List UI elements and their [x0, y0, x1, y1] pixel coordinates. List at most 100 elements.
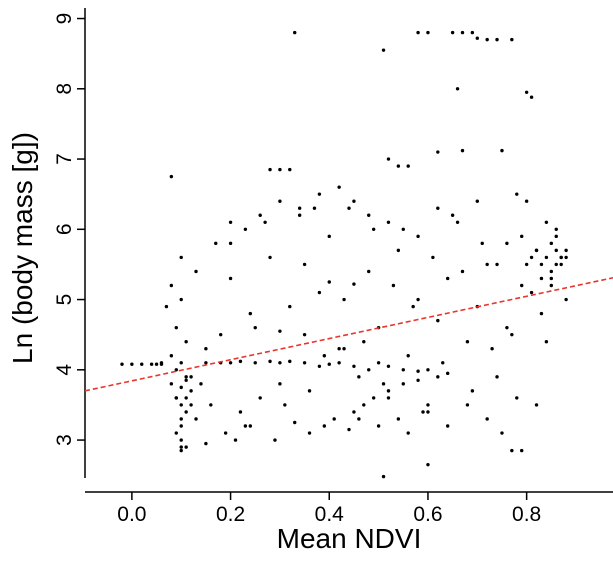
point [268, 359, 272, 364]
point [273, 438, 277, 442]
x-tick-label: 0.8 [512, 503, 541, 526]
point [406, 431, 410, 435]
point [189, 375, 193, 379]
point [159, 362, 164, 366]
point [500, 431, 504, 435]
point [317, 192, 322, 196]
point [401, 227, 405, 232]
point [495, 375, 499, 379]
y-tick-label: 5 [53, 294, 76, 306]
point [445, 371, 450, 376]
point [184, 375, 188, 379]
point [179, 424, 183, 428]
point [436, 150, 440, 154]
point [362, 340, 366, 344]
point [238, 359, 243, 364]
point [307, 389, 312, 393]
point [465, 340, 470, 344]
point [253, 361, 257, 365]
point [406, 354, 410, 358]
point [534, 403, 539, 407]
point [179, 255, 183, 260]
point [505, 241, 509, 246]
point [347, 427, 351, 432]
point [371, 396, 376, 400]
point [179, 297, 183, 302]
point [322, 424, 327, 428]
point [228, 241, 233, 246]
point [554, 262, 558, 267]
point [184, 445, 188, 449]
point [539, 262, 544, 267]
point [223, 431, 228, 435]
point [529, 95, 534, 99]
point [278, 329, 282, 333]
point [445, 424, 450, 428]
point [416, 378, 420, 383]
point [554, 234, 558, 239]
point [258, 213, 262, 217]
point [485, 37, 489, 42]
point [401, 382, 405, 386]
point [396, 164, 401, 168]
point [524, 90, 529, 95]
point [332, 417, 336, 421]
point [327, 280, 331, 284]
point [534, 248, 539, 253]
point [524, 262, 529, 267]
point [386, 389, 391, 393]
point [416, 297, 420, 302]
point [539, 311, 544, 316]
point [317, 290, 322, 295]
point [209, 403, 213, 407]
point [243, 424, 248, 428]
point [362, 403, 366, 407]
point [278, 382, 282, 386]
point [495, 37, 499, 42]
point [554, 227, 558, 232]
point [411, 304, 415, 309]
point [441, 361, 445, 365]
point [352, 410, 356, 414]
point [327, 362, 331, 366]
point [391, 283, 396, 288]
point [248, 311, 253, 316]
x-tick-label: 0.2 [216, 503, 245, 526]
point [288, 167, 292, 172]
point [436, 318, 440, 323]
y-tick-label: 4 [53, 364, 76, 376]
point [431, 255, 435, 260]
point [293, 420, 297, 425]
point [421, 410, 425, 414]
point [465, 403, 470, 407]
point [426, 403, 430, 407]
point [401, 368, 405, 372]
y-tick-label: 3 [53, 434, 76, 446]
point [549, 276, 554, 281]
point [426, 410, 430, 414]
point [470, 30, 475, 35]
point [510, 332, 514, 337]
point [169, 382, 174, 386]
point [342, 297, 346, 302]
point [520, 234, 524, 239]
point [164, 304, 169, 309]
point [396, 248, 401, 253]
point [549, 269, 554, 274]
point [371, 227, 376, 232]
trend-line [84, 276, 613, 392]
point [263, 220, 267, 224]
point [228, 276, 233, 281]
point [564, 248, 568, 253]
point [322, 354, 327, 358]
point [283, 403, 287, 407]
point [194, 417, 198, 421]
point [312, 206, 317, 210]
point [357, 375, 361, 379]
point [184, 410, 188, 414]
point [367, 213, 371, 217]
point [450, 213, 455, 217]
point [386, 220, 391, 224]
point [544, 220, 549, 224]
